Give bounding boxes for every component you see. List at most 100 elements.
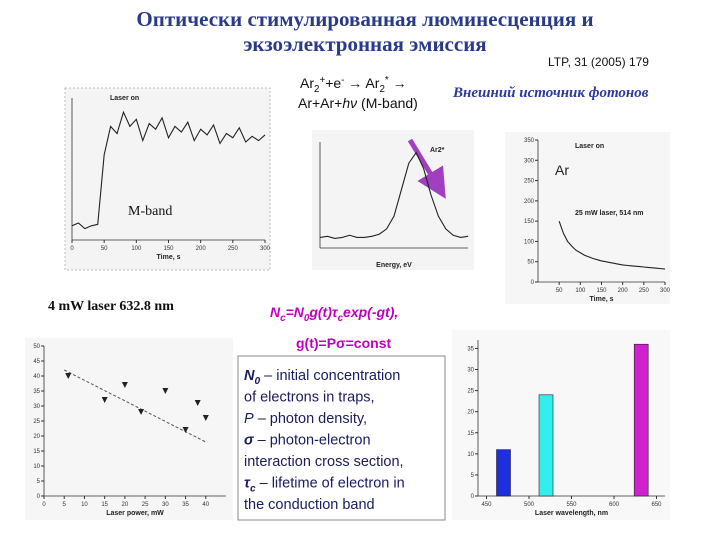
x-tick-label: 550 <box>566 502 577 508</box>
rich-text: interaction cross section, <box>244 454 404 470</box>
reference: LTP, 31 (2005) 179 <box>548 55 649 69</box>
trend-line <box>63 369 207 443</box>
text-run: → <box>389 75 407 91</box>
text-run: +e <box>325 75 341 91</box>
y-tick-label: 50 <box>527 260 534 266</box>
text-run: the conduction band <box>244 497 375 513</box>
title-line: Оптически стимулированная люминесценция … <box>136 7 593 31</box>
annotation: Laser on <box>110 95 139 102</box>
y-tick-label: 100 <box>524 239 535 245</box>
point <box>182 427 189 433</box>
text-run: g(t)=Pσ=const <box>296 335 391 351</box>
y-tick-label: 5 <box>471 473 475 479</box>
text-run: c <box>338 313 344 324</box>
y-tick-label: 250 <box>524 179 535 185</box>
text-run: - <box>341 75 344 86</box>
rich-text: σ – photon-electron <box>244 433 371 449</box>
text-run: ν <box>350 95 357 111</box>
point <box>121 382 128 388</box>
x-tick-label: 200 <box>618 288 629 294</box>
text-run: N <box>270 304 281 320</box>
rich-text: Nc=N0g(t)τcexp(-gt), <box>270 304 398 324</box>
x-tick-label: 450 <box>481 502 492 508</box>
x-tick-label: 10 <box>81 502 88 508</box>
point <box>101 397 108 403</box>
x-axis-label: Time, s <box>157 254 181 261</box>
x-tick-label: 150 <box>163 246 174 252</box>
x-tick-label: 100 <box>575 288 586 294</box>
text-run: interaction cross section, <box>244 454 404 470</box>
panel <box>25 338 233 520</box>
text-run: exp(-gt), <box>343 304 398 320</box>
text-run: c <box>280 313 286 324</box>
bar <box>538 394 554 497</box>
rich-text: N0 – initial concentration <box>244 368 400 387</box>
text-run: Ar <box>300 75 314 91</box>
x-tick-label: 30 <box>162 502 169 508</box>
source-note: Внешний источник фотонов <box>452 85 649 101</box>
point <box>162 388 169 394</box>
text-run: 0 <box>254 376 260 387</box>
mband-label: M-band <box>128 204 172 219</box>
y-tick-label: 150 <box>524 219 535 225</box>
x-tick-label: 35 <box>182 502 189 508</box>
annotation: 25 mW laser, 514 nm <box>575 210 643 217</box>
panel <box>312 130 474 270</box>
x-axis-label: Time, s <box>590 296 614 303</box>
x-tick-label: 50 <box>101 246 108 252</box>
x-tick-label: 250 <box>639 288 650 294</box>
x-tick-label: 0 <box>70 246 74 252</box>
y-tick-label: 0 <box>37 494 41 500</box>
text-run: (M-band) <box>357 95 418 111</box>
x-axis-label: Energy, eV <box>376 262 412 269</box>
rich-text: Ar+Ar+hν (M-band) <box>298 95 418 111</box>
x-tick-label: 500 <box>524 502 535 508</box>
y-tick-label: 35 <box>33 389 40 395</box>
y-tick-label: 200 <box>524 199 535 205</box>
x-tick-label: 25 <box>142 502 149 508</box>
y-tick-label: 25 <box>467 389 474 395</box>
x-tick-label: 300 <box>260 246 271 252</box>
x-tick-label: 600 <box>609 502 620 508</box>
y-tick-label: 5 <box>37 479 41 485</box>
y-tick-label: 25 <box>33 419 40 425</box>
x-tick-label: 50 <box>556 288 563 294</box>
y-tick-label: 30 <box>33 404 40 410</box>
y-tick-label: 10 <box>33 464 40 470</box>
text-run: 2 <box>379 84 384 95</box>
pointer-arrow <box>407 138 446 199</box>
x-tick-label: 0 <box>42 502 46 508</box>
y-tick-label: 0 <box>471 494 475 500</box>
y-tick-label: 20 <box>467 410 474 416</box>
y-tick-label: 30 <box>467 368 474 374</box>
text-run: – lifetime of electron in <box>256 476 405 492</box>
ar-label: Ar <box>555 162 569 178</box>
y-tick-label: 15 <box>33 449 40 455</box>
rich-text: of electrons in traps, <box>244 390 375 406</box>
text-run: – photon-electron <box>254 433 371 449</box>
x-tick-label: 40 <box>202 502 209 508</box>
bar <box>633 343 649 497</box>
text-run: P <box>244 411 254 427</box>
panel <box>505 132 670 304</box>
laser-label: 4 mW laser 632.8 nm <box>48 299 174 314</box>
x-tick-label: 100 <box>131 246 142 252</box>
bar <box>496 449 511 497</box>
x-tick-label: 150 <box>596 288 607 294</box>
text-run: + <box>319 75 325 86</box>
y-tick-label: 10 <box>467 452 474 458</box>
text-run: σ <box>244 433 255 449</box>
panel <box>452 330 670 520</box>
y-tick-label: 35 <box>467 346 474 352</box>
text-run: g(t)τ <box>308 304 339 320</box>
x-tick-label: 5 <box>63 502 67 508</box>
rich-text: Ar2++e- → Ar2* → <box>300 75 407 95</box>
x-axis-label: Laser wavelength, nm <box>535 510 608 517</box>
rich-text: the conduction band <box>244 497 375 513</box>
y-tick-label: 300 <box>524 158 535 164</box>
rich-text: P – photon density, <box>244 411 367 427</box>
text-run: h <box>342 95 350 111</box>
text-run: → Ar <box>344 75 379 91</box>
